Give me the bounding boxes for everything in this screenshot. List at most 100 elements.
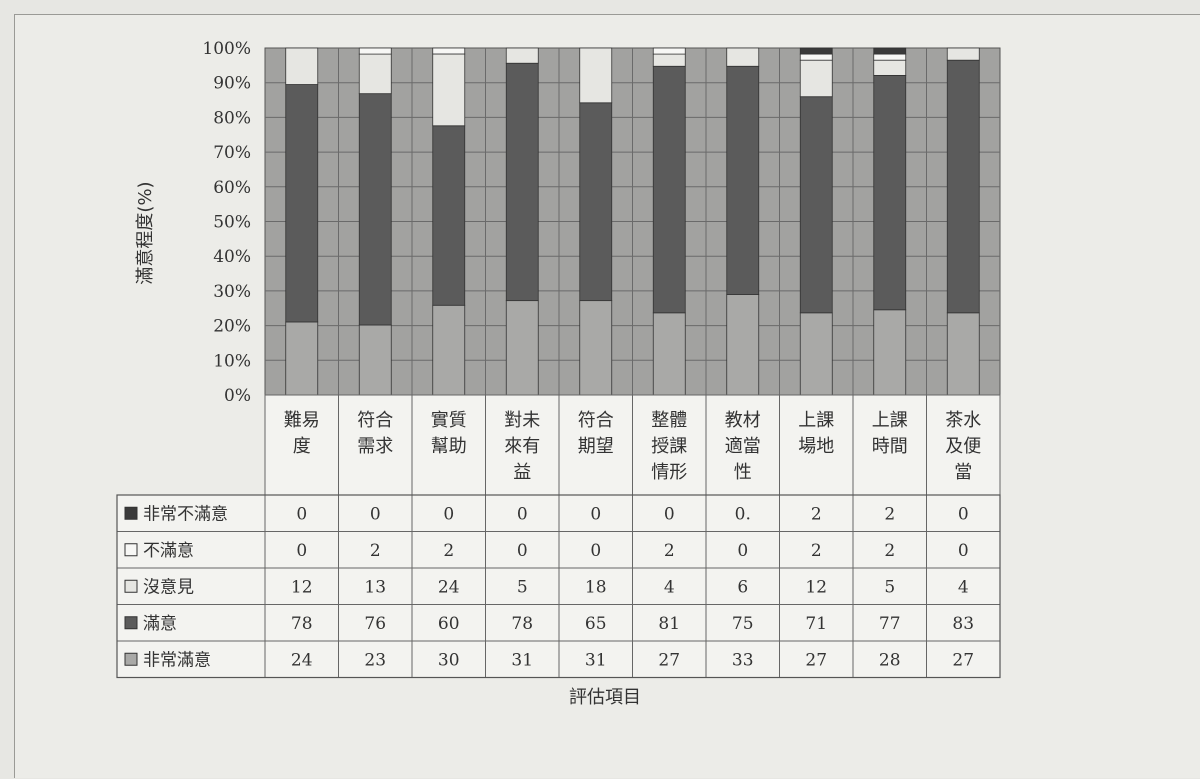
bar-segment (873, 47, 907, 55)
bar-segment (799, 53, 833, 61)
category-label: 來有 (504, 436, 540, 457)
category-label: 授課 (651, 436, 687, 457)
table-cell (779, 567, 854, 605)
data-label: 0 (517, 541, 528, 561)
table-cell (558, 604, 633, 642)
bar-segment (579, 102, 613, 302)
data-label: 76 (364, 614, 386, 634)
table-cell (779, 604, 854, 642)
category-header-cell (852, 394, 927, 496)
category-label: 性 (734, 462, 752, 483)
category-label: 度 (293, 436, 311, 457)
table-cell (411, 531, 486, 569)
data-label: 2 (370, 541, 381, 561)
category-header-cell (926, 394, 1001, 496)
category-header-cell (411, 394, 486, 496)
bar-segment (358, 47, 392, 55)
legend-cell (116, 531, 266, 569)
data-label: 0 (664, 504, 675, 524)
bar-segment (946, 59, 980, 314)
bar-segment (652, 53, 686, 67)
data-label: 28 (879, 650, 901, 670)
table-cell (485, 494, 560, 532)
table-cell (485, 531, 560, 569)
data-label: 2 (811, 504, 822, 524)
table-cell (705, 494, 780, 532)
data-label: 24 (291, 650, 313, 670)
table-cell (411, 604, 486, 642)
bar-segment (432, 53, 466, 127)
data-label: 27 (805, 650, 827, 670)
legend-cell (116, 604, 266, 642)
data-label: 0 (443, 504, 454, 524)
data-label: 78 (291, 614, 313, 634)
data-label: 33 (732, 650, 754, 670)
y-tick-label: 60% (213, 178, 251, 198)
table-cell (558, 640, 633, 678)
y-tick-label: 40% (213, 247, 251, 267)
category-label: 實質 (431, 410, 467, 431)
y-tick-label: 0% (224, 386, 251, 406)
category-label: 對未 (504, 410, 540, 431)
category-header-cell (558, 394, 633, 496)
category-label: 難易 (284, 410, 320, 431)
y-axis-label: 滿意程度(%) (135, 181, 156, 284)
data-label: 30 (438, 650, 460, 670)
data-label: 5 (884, 577, 895, 597)
bar-segment (946, 312, 980, 396)
data-label: 13 (364, 577, 386, 597)
data-label: 23 (364, 650, 386, 670)
data-label: 5 (517, 577, 528, 597)
category-label: 上課 (872, 410, 908, 431)
data-label: 65 (585, 614, 607, 634)
data-label: 2 (811, 541, 822, 561)
category-header-cell (632, 394, 707, 496)
y-tick-label: 10% (213, 351, 251, 371)
bar-segment (505, 47, 539, 64)
category-label: 上課 (798, 410, 834, 431)
bar-segment (579, 47, 613, 104)
bar-segment (873, 74, 907, 311)
category-label: 時間 (872, 436, 908, 457)
category-label: 教材 (725, 410, 761, 431)
table-cell (338, 567, 413, 605)
data-label: 0 (958, 504, 969, 524)
x-axis-label: 評估項目 (569, 687, 641, 708)
data-label: 0 (517, 504, 528, 524)
bar-segment (873, 59, 907, 76)
y-tick-label: 90% (213, 74, 251, 94)
data-label: 6 (737, 577, 748, 597)
legend-cell (116, 494, 266, 532)
stacked-bar-chart: 0% 10% 20% 30% 40% 50% 60% 70% 80% 90% 100% 難易度 符合需… (116, 39, 1001, 708)
bar-segment (432, 125, 466, 306)
bar-segment (873, 309, 907, 396)
category-header-cell (264, 394, 339, 496)
data-label: 71 (805, 614, 827, 634)
legend-swatch (124, 616, 138, 630)
data-label: 24 (438, 577, 460, 597)
data-label: 4 (958, 577, 969, 597)
table-cell (558, 567, 633, 605)
bar-segment (432, 47, 466, 55)
data-label: 0 (296, 541, 307, 561)
bar-segment (873, 53, 907, 61)
table-cell (338, 531, 413, 569)
data-label: 12 (805, 577, 827, 597)
data-label: 78 (511, 614, 533, 634)
bar-segment (799, 47, 833, 55)
data-label: 0 (590, 504, 601, 524)
figure-frame: 0% 10% 20% 30% 40% 50% 60% 70% 80% 90% 100% 難易度 符合需… (14, 14, 1200, 778)
table-border (116, 494, 1001, 679)
table-cell (264, 531, 339, 569)
bar-segment (579, 300, 613, 396)
data-label: 0 (958, 541, 969, 561)
table-cell (852, 531, 927, 569)
data-label: 60 (438, 614, 460, 634)
category-label: 適當 (725, 436, 761, 457)
y-tick-label: 30% (213, 282, 251, 302)
data-label: 2 (443, 541, 454, 561)
bar-segment (358, 53, 392, 95)
data-label: 0 (590, 541, 601, 561)
y-tick-label: 100% (202, 39, 251, 59)
category-label: 整體 (651, 410, 687, 431)
